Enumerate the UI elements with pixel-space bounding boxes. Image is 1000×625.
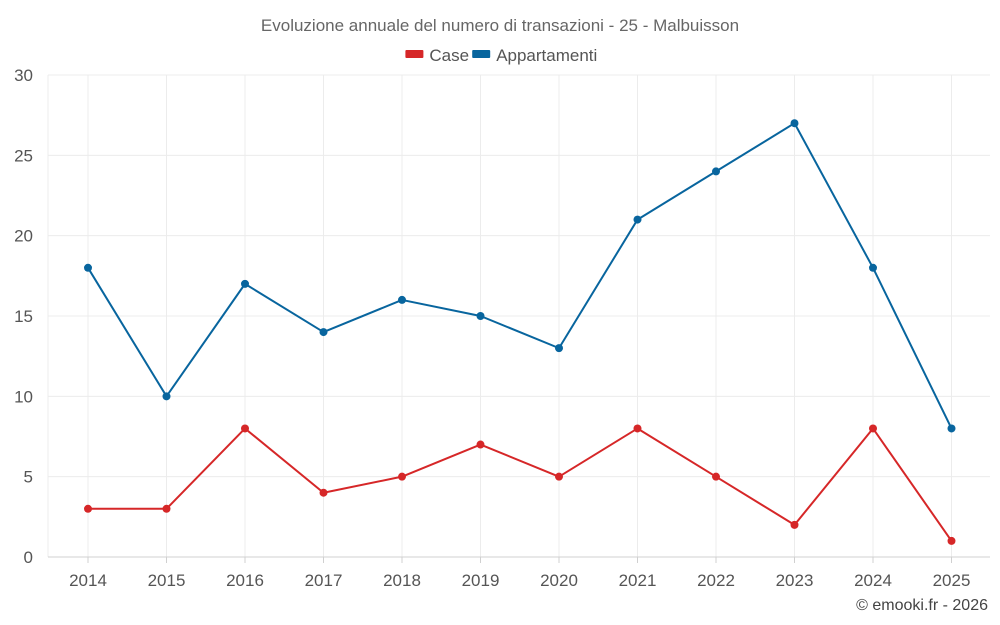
data-point-case [869, 424, 877, 433]
x-tick-label: 2023 [776, 571, 814, 590]
data-point-case [633, 424, 642, 433]
data-point-appartamenti [162, 392, 171, 401]
data-point-appartamenti [84, 263, 92, 272]
data-point-case [398, 472, 406, 481]
x-tick-label: 2018 [383, 571, 421, 590]
data-point-appartamenti [398, 295, 406, 304]
y-tick-label: 5 [24, 468, 33, 487]
legend-swatch-case [405, 50, 424, 58]
data-point-appartamenti [712, 167, 720, 176]
series-line-appartamenti [87, 122, 953, 429]
data-point-appartamenti [947, 424, 956, 433]
x-tick-label: 2015 [148, 571, 186, 590]
x-tick-label: 2024 [854, 571, 892, 590]
data-point-case [319, 488, 328, 497]
data-point-appartamenti [869, 263, 877, 272]
legend-label-case: Case [429, 46, 469, 65]
data-point-case [241, 424, 249, 433]
chart-title: Evoluzione annuale del numero di transaz… [261, 16, 739, 35]
y-tick-label: 0 [24, 548, 33, 567]
x-tick-label: 2025 [933, 571, 971, 590]
data-point-case [162, 504, 171, 513]
data-point-case [790, 520, 799, 529]
data-point-case [712, 472, 720, 481]
data-point-appartamenti [241, 279, 249, 288]
x-tick-label: 2016 [226, 571, 264, 590]
y-tick-label: 30 [14, 66, 33, 85]
x-tick-label: 2021 [619, 571, 657, 590]
x-tick-label: 2019 [462, 571, 500, 590]
data-point-appartamenti [633, 215, 642, 224]
x-tick-label: 2020 [540, 571, 578, 590]
y-tick-label: 25 [14, 146, 33, 165]
data-point-case [555, 472, 563, 481]
legend-swatch-appartamenti [472, 50, 491, 58]
data-point-case [84, 504, 92, 513]
data-point-appartamenti [476, 312, 485, 320]
x-tick-label: 2017 [305, 571, 343, 590]
data-point-appartamenti [555, 344, 563, 353]
x-tick-label: 2022 [697, 571, 735, 590]
legend: Case Appartamenti [405, 46, 597, 65]
data-point-case [947, 536, 956, 545]
credit-text: © emooki.fr - 2026 [856, 597, 988, 614]
data-point-case [476, 440, 485, 449]
data-point-appartamenti [319, 328, 328, 337]
legend-label-appartamenti: Appartamenti [496, 46, 597, 65]
data-point-appartamenti [790, 119, 799, 128]
y-tick-label: 10 [14, 387, 33, 406]
y-tick-label: 20 [14, 227, 33, 246]
x-tick-label: 2014 [69, 571, 107, 590]
y-tick-label: 15 [14, 307, 33, 326]
series-group [84, 119, 956, 545]
series-line-case [88, 427, 953, 542]
